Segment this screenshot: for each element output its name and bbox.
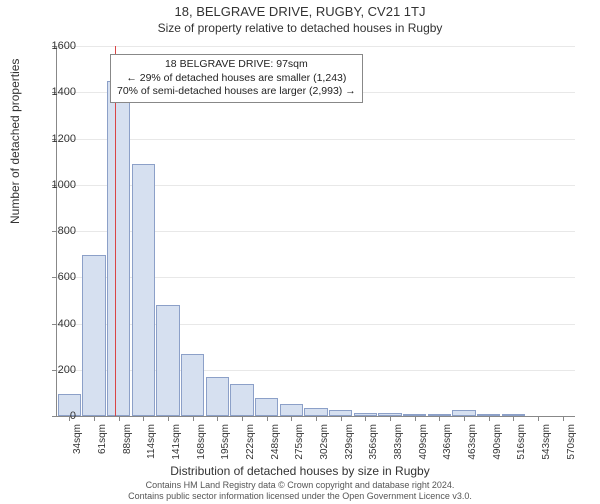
histogram-bar [82,255,105,416]
xtick-label: 329sqm [344,424,355,460]
footer-line-1: Contains HM Land Registry data © Crown c… [0,480,600,491]
histogram-bar [181,354,204,416]
footer-line-2: Contains public sector information licen… [0,491,600,502]
ytick-label: 1200 [36,133,76,145]
xtick-label: 570sqm [566,424,577,460]
xtick-mark [439,416,440,421]
xtick-mark [563,416,564,421]
histogram-bar [206,377,229,416]
xtick-mark [143,416,144,421]
xtick-mark [538,416,539,421]
xtick-label: 302sqm [319,424,330,460]
xtick-mark [390,416,391,421]
y-axis-label: Number of detached properties [8,59,22,224]
xtick-mark [94,416,95,421]
xtick-mark [513,416,514,421]
xtick-label: 195sqm [220,424,231,460]
xtick-label: 463sqm [467,424,478,460]
xtick-mark [168,416,169,421]
xtick-mark [291,416,292,421]
xtick-label: 383sqm [393,424,404,460]
ytick-label: 400 [36,318,76,330]
x-axis-label: Distribution of detached houses by size … [0,464,600,478]
grid-line [57,139,575,140]
xtick-label: 222sqm [245,424,256,460]
histogram-bar [107,81,130,416]
xtick-mark [341,416,342,421]
xtick-label: 61sqm [97,424,108,454]
xtick-label: 34sqm [72,424,83,454]
page-title: 18, BELGRAVE DRIVE, RUGBY, CV21 1TJ [0,4,600,19]
xtick-mark [316,416,317,421]
annotation-line: 70% of semi-detached houses are larger (… [117,85,356,99]
xtick-mark [119,416,120,421]
chart-container: 18, BELGRAVE DRIVE, RUGBY, CV21 1TJ Size… [0,4,600,504]
ytick-label: 200 [36,364,76,376]
annotation-box: 18 BELGRAVE DRIVE: 97sqm← 29% of detache… [110,54,363,103]
annotation-line: ← 29% of detached houses are smaller (1,… [117,72,356,86]
ytick-label: 600 [36,271,76,283]
xtick-label: 516sqm [516,424,527,460]
xtick-label: 436sqm [442,424,453,460]
ytick-label: 1400 [36,86,76,98]
ytick-label: 800 [36,225,76,237]
xtick-label: 114sqm [146,424,157,459]
xtick-label: 490sqm [492,424,503,460]
xtick-mark [415,416,416,421]
xtick-mark [242,416,243,421]
xtick-label: 88sqm [122,424,133,454]
grid-line [57,46,575,47]
xtick-label: 543sqm [541,424,552,460]
xtick-label: 141sqm [171,424,182,460]
xtick-label: 168sqm [196,424,207,460]
ytick-label: 1000 [36,179,76,191]
ytick-label: 1600 [36,40,76,52]
annotation-line: 18 BELGRAVE DRIVE: 97sqm [117,58,356,72]
histogram-bar [304,408,327,416]
histogram-bar [156,305,179,416]
xtick-label: 356sqm [368,424,379,460]
xtick-mark [193,416,194,421]
xtick-label: 409sqm [418,424,429,460]
xtick-mark [464,416,465,421]
xtick-mark [217,416,218,421]
xtick-label: 248sqm [270,424,281,460]
chart-area: 34sqm61sqm88sqm114sqm141sqm168sqm195sqm2… [56,46,574,416]
histogram-bar [132,164,155,416]
chart-subtitle: Size of property relative to detached ho… [0,21,600,35]
xtick-label: 275sqm [294,424,305,460]
ytick-label: 0 [36,410,76,422]
histogram-bar [230,384,253,416]
histogram-bar [255,398,278,417]
xtick-mark [489,416,490,421]
footer-attribution: Contains HM Land Registry data © Crown c… [0,480,600,502]
xtick-mark [365,416,366,421]
histogram-bar [280,404,303,416]
xtick-mark [267,416,268,421]
